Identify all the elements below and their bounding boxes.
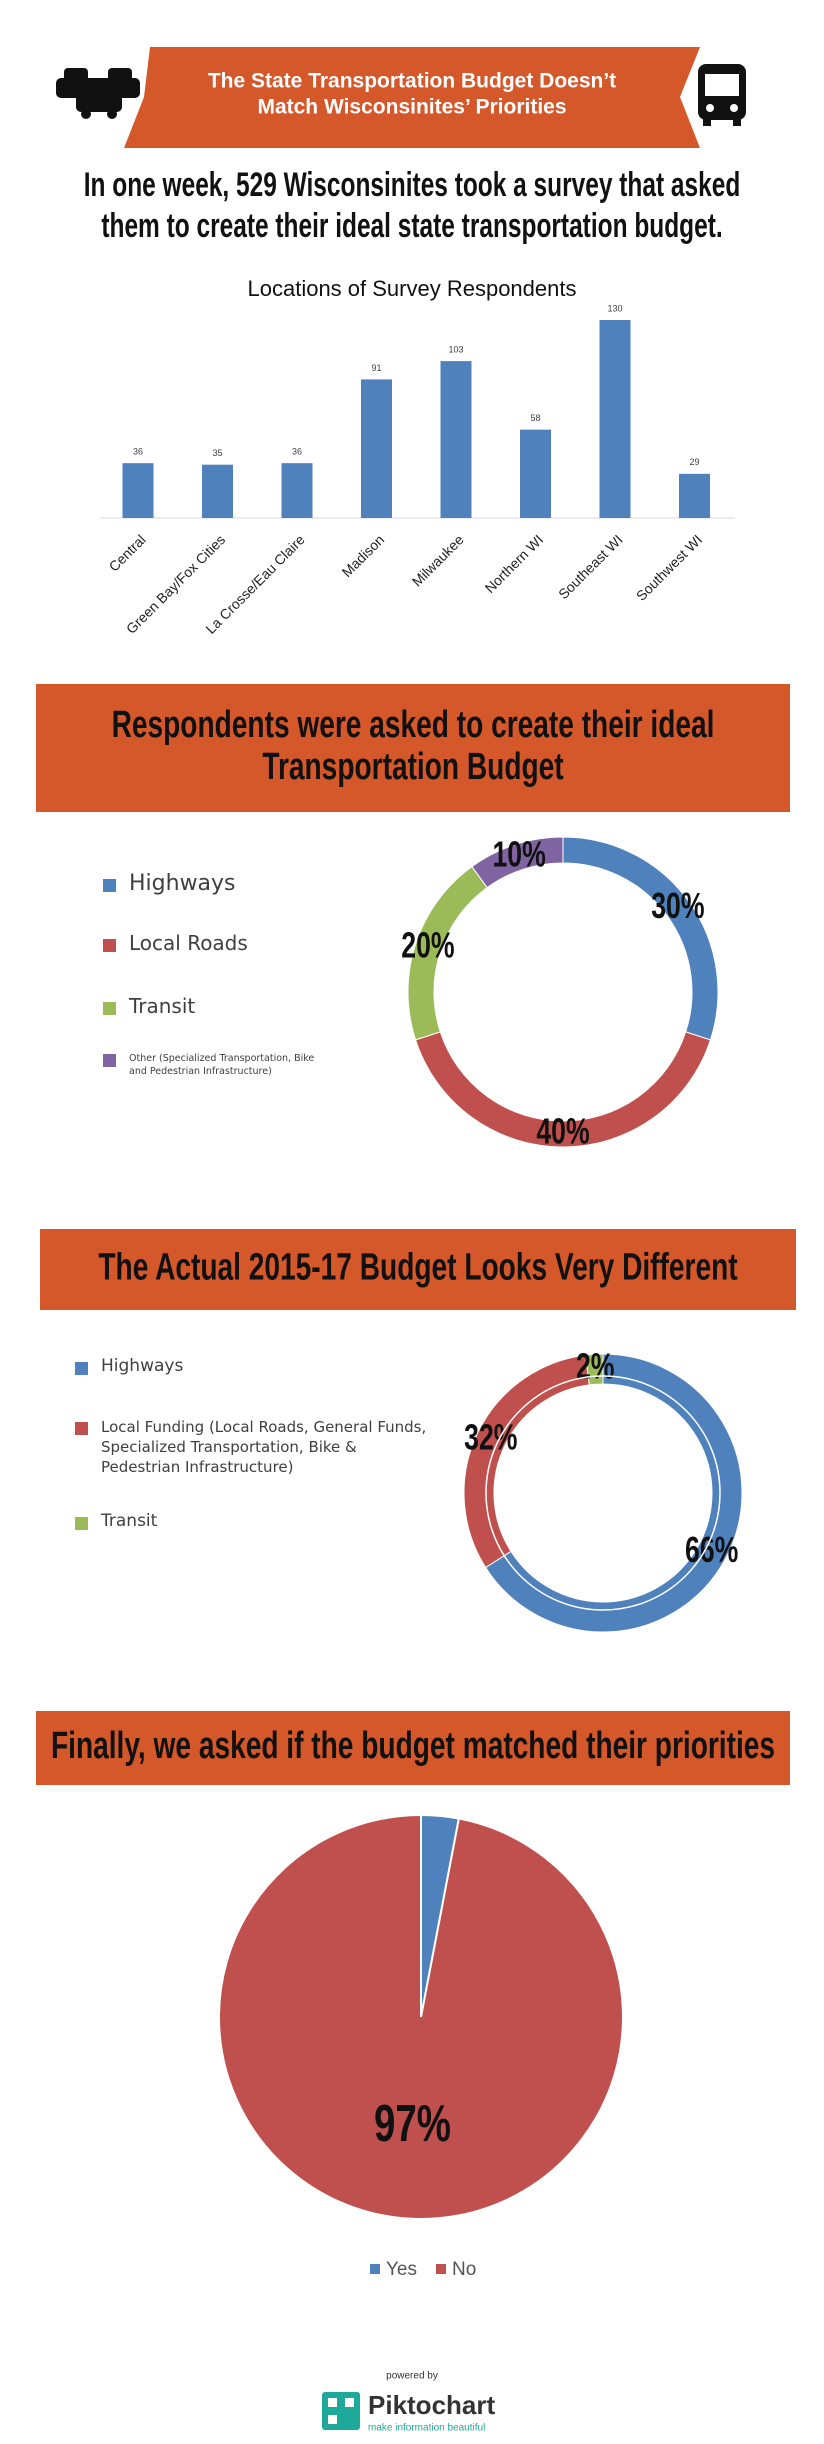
powered-by: powered by: [386, 2371, 438, 2382]
ring-divider: [485, 1375, 721, 1611]
legend-label: Yes: [386, 2259, 417, 2280]
data-label: 103: [448, 344, 463, 354]
section-title: Respondents were asked to create their i…: [112, 704, 715, 746]
section-title-group: The Actual 2015-17 Budget Looks Very Dif…: [98, 1247, 737, 1289]
donut-slice: [471, 836, 564, 889]
legend-label: Other (Specialized Transportation, Bike …: [129, 1052, 315, 1077]
data-label: 29: [689, 457, 699, 467]
bar: [679, 473, 710, 518]
chart-title: Locations of Survey Respondents: [248, 276, 577, 301]
data-label: 35: [212, 448, 222, 458]
data-label-group: 40%: [536, 1111, 589, 1152]
donut-slice: [463, 1354, 590, 1569]
legend-label: Transit: [129, 994, 196, 1018]
data-label: 2%: [576, 1346, 614, 1387]
pie-slice: [218, 1813, 624, 2220]
section-title-group: Finally, we asked if the budget matched …: [51, 1725, 775, 1767]
legend-swatch: [75, 1517, 88, 1530]
data-label: 30%: [651, 885, 704, 926]
legend-swatch: [103, 939, 116, 952]
bar: [281, 463, 313, 518]
data-label: 58: [530, 413, 540, 423]
legend-label: Highways: [129, 870, 236, 896]
intro-text: In one week, 529 Wisconsinites took a su…: [84, 166, 741, 204]
donut-slice: [562, 836, 719, 1041]
intro-text: them to create their ideal state transpo…: [101, 207, 722, 245]
legend-label: Local Roads: [129, 931, 248, 955]
brand: Piktochart: [368, 2390, 495, 2420]
section-title: Transportation Budget: [262, 746, 563, 788]
legend-swatch: [103, 1054, 116, 1067]
section-title: The Actual 2015-17 Budget Looks Very Dif…: [98, 1247, 737, 1289]
legend-swatch: [75, 1362, 88, 1375]
x-tick-label: Central: [106, 531, 149, 574]
section-title-group: Transportation Budget: [262, 746, 563, 788]
bar: [520, 429, 551, 518]
x-tick-label: Southeast WI: [555, 531, 626, 602]
legend-label: Highways: [101, 1356, 184, 1377]
section-banner: [36, 1711, 790, 1785]
section-banner: [36, 684, 790, 812]
header-title: Match Wisconsinites’ Priorities: [257, 96, 566, 119]
section-banner: [40, 1229, 796, 1310]
bar: [440, 361, 472, 518]
legend-label: Local Funding (Local Roads, General Fund…: [101, 1417, 427, 1477]
car-icon: [56, 68, 140, 119]
x-tick-label: Madison: [339, 531, 388, 580]
data-label: 36: [133, 447, 143, 457]
data-label-group: 97%: [374, 2095, 451, 2153]
bus-icon: [698, 64, 746, 126]
section-title: Finally, we asked if the budget matched …: [51, 1725, 775, 1767]
piktochart-logo: [322, 2392, 360, 2430]
tagline: make information beautiful: [368, 2423, 485, 2434]
bar: [361, 379, 392, 518]
data-label: 130: [607, 303, 622, 313]
data-label-group: 20%: [401, 925, 454, 966]
legend-label: No: [452, 2259, 476, 2280]
bar: [599, 320, 631, 518]
x-tick-label: Milwaukee: [409, 531, 467, 589]
data-label: 91: [371, 363, 381, 373]
bar: [202, 464, 233, 518]
data-label-group: 2%: [576, 1346, 614, 1387]
data-label: 20%: [401, 925, 454, 966]
bar: [122, 463, 154, 518]
data-label-group: 10%: [492, 833, 545, 874]
section-title-group: Respondents were asked to create their i…: [112, 704, 715, 746]
data-label: 40%: [536, 1111, 589, 1152]
data-label: 36: [292, 447, 302, 457]
data-label: 10%: [492, 833, 545, 874]
legend-swatch: [75, 1422, 88, 1435]
data-label: 97%: [374, 2095, 451, 2153]
legend-swatch: [103, 1002, 116, 1015]
legend-swatch: [436, 2264, 446, 2274]
x-tick-label: Northern WI: [482, 531, 547, 596]
x-tick-label: Southwest WI: [633, 531, 705, 603]
legend-swatch: [103, 879, 116, 892]
header-title: The State Transportation Budget Doesn’t: [208, 70, 616, 93]
legend-label: Transit: [101, 1511, 158, 1532]
donut-slice: [484, 1353, 743, 1633]
header-banner: [124, 47, 700, 148]
data-label-group: 30%: [651, 885, 704, 926]
legend-swatch: [370, 2264, 380, 2274]
